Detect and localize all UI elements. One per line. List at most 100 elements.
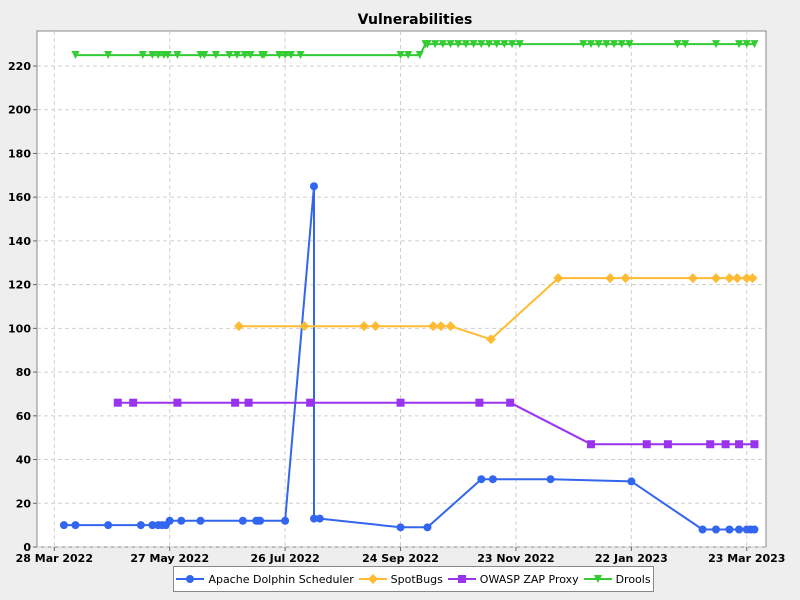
data-point xyxy=(154,51,163,60)
data-point xyxy=(711,40,720,49)
data-point xyxy=(415,51,424,60)
data-point xyxy=(423,40,432,49)
series-line-owasp-zap-proxy xyxy=(117,401,755,446)
data-point xyxy=(477,475,486,484)
data-point xyxy=(642,440,651,449)
legend: Apache Dolphin Scheduler SpotBugs OWASP ZA… xyxy=(173,566,654,592)
data-point xyxy=(735,440,744,449)
data-point xyxy=(663,440,672,449)
data-point xyxy=(500,40,509,49)
data-point xyxy=(721,440,730,449)
x-tick-label: 27 May 2022 xyxy=(130,552,209,565)
data-point xyxy=(725,525,734,534)
data-point xyxy=(431,40,440,49)
data-point xyxy=(610,40,619,49)
data-point xyxy=(165,516,174,525)
plot-area xyxy=(36,30,767,548)
y-tick-label: 160 xyxy=(8,191,31,204)
data-point xyxy=(475,398,484,407)
data-point xyxy=(706,440,715,449)
x-tick-label: 22 Jan 2023 xyxy=(595,552,668,565)
data-point xyxy=(173,51,182,60)
legend-item-owasp-zap-proxy: OWASP ZAP Proxy xyxy=(447,573,579,586)
y-tick-label: 60 xyxy=(16,410,32,423)
data-point xyxy=(735,40,744,49)
data-point xyxy=(742,40,751,49)
y-tick-label: 100 xyxy=(8,322,31,335)
y-tick-label: 180 xyxy=(8,147,31,160)
data-point xyxy=(246,51,255,60)
data-point xyxy=(244,398,253,407)
data-point xyxy=(454,40,463,49)
data-point xyxy=(461,40,470,49)
data-point xyxy=(286,51,295,60)
x-tick-label: 23 Mar 2023 xyxy=(708,552,785,565)
data-point xyxy=(485,40,494,49)
legend-item-drools: Drools xyxy=(583,573,651,586)
data-point xyxy=(750,525,759,534)
data-point xyxy=(546,475,555,484)
y-tick-label: 140 xyxy=(8,235,31,248)
data-point xyxy=(488,475,497,484)
data-point xyxy=(428,321,439,332)
data-point xyxy=(315,514,324,523)
data-point xyxy=(71,521,80,530)
data-point xyxy=(579,40,588,49)
data-point xyxy=(163,51,172,60)
data-point xyxy=(129,398,138,407)
y-tick-label: 80 xyxy=(16,366,32,379)
data-point xyxy=(477,40,486,49)
data-point xyxy=(438,40,447,49)
data-point xyxy=(177,516,186,525)
data-point xyxy=(617,40,626,49)
data-point xyxy=(404,51,413,60)
data-point xyxy=(594,40,603,49)
data-point xyxy=(673,40,682,49)
data-point xyxy=(299,321,310,332)
data-point xyxy=(605,273,616,284)
y-tick-label: 0 xyxy=(23,541,31,554)
data-point xyxy=(136,521,145,530)
axes: 0 20 40 60 80 100 120 140 160 180 200 220 28 Mar 202… xyxy=(8,60,785,565)
data-point xyxy=(506,398,515,407)
data-point xyxy=(747,273,758,284)
data-point xyxy=(281,516,290,525)
data-point xyxy=(627,477,636,486)
data-point xyxy=(306,398,315,407)
data-point xyxy=(423,523,432,532)
data-point xyxy=(553,273,564,284)
data-point xyxy=(240,51,249,60)
y-tick-label: 20 xyxy=(16,497,32,510)
legend-swatch xyxy=(447,575,476,583)
series-drools xyxy=(71,40,759,60)
y-tick-label: 40 xyxy=(16,454,32,467)
data-point xyxy=(735,525,744,534)
data-point xyxy=(370,321,381,332)
data-point xyxy=(309,514,318,523)
data-point xyxy=(750,440,759,449)
data-point xyxy=(396,51,405,60)
data-point xyxy=(710,273,721,284)
data-point xyxy=(396,523,405,532)
data-point xyxy=(681,40,690,49)
data-point xyxy=(508,40,517,49)
data-point xyxy=(515,40,524,49)
data-point xyxy=(256,516,265,525)
data-point xyxy=(233,51,242,60)
data-point xyxy=(586,40,595,49)
chart-title: Vulnerabilities xyxy=(358,12,473,28)
data-point xyxy=(625,40,634,49)
data-point xyxy=(296,51,305,60)
data-point xyxy=(445,321,456,332)
data-point xyxy=(309,182,318,191)
data-point xyxy=(211,51,220,60)
legend-label: SpotBugs xyxy=(390,572,443,586)
data-point xyxy=(173,398,182,407)
data-point xyxy=(138,51,147,60)
data-point xyxy=(396,398,405,407)
legend-swatch xyxy=(358,574,387,584)
series-spotbugs xyxy=(233,273,758,345)
data-point xyxy=(200,51,209,60)
x-tick-label: 28 Mar 2022 xyxy=(16,552,93,565)
